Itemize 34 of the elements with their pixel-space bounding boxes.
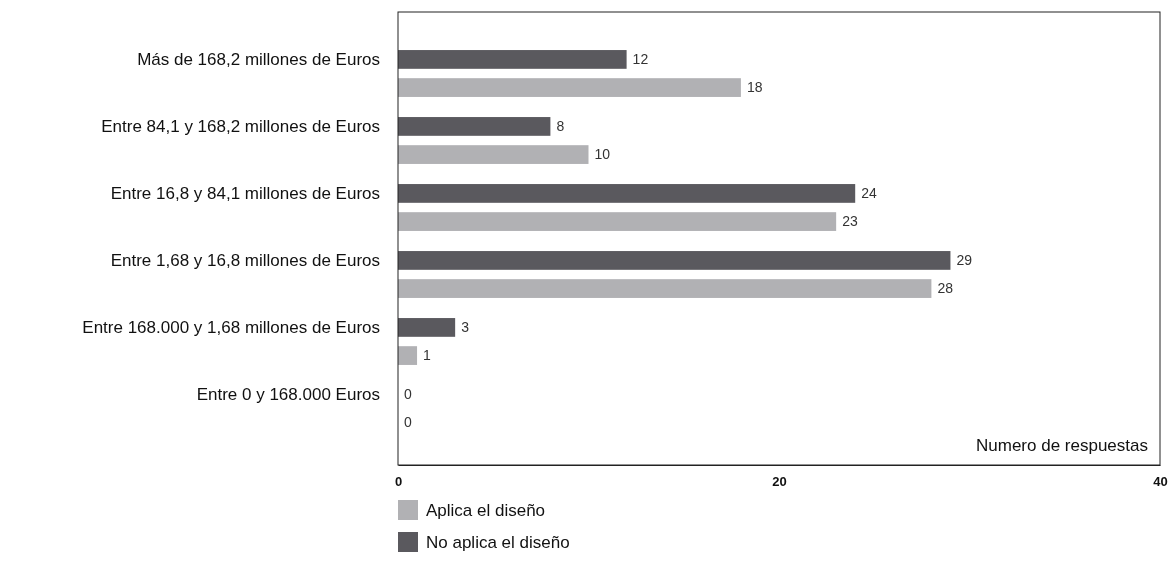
data-label: 28 [937, 280, 954, 297]
bar [398, 184, 856, 203]
legend-label: Aplica el diseño [426, 500, 546, 520]
legend-label: No aplica el diseño [426, 532, 570, 552]
data-label: 10 [594, 146, 611, 163]
y-tick-label: Entre 0 y 168.000 Euros [196, 385, 380, 405]
x-axis-title: Numero de respuestas [976, 436, 1148, 455]
x-tick-label: 0 [394, 474, 403, 490]
bar [398, 50, 627, 69]
data-label: 12 [632, 51, 649, 68]
bar [398, 346, 418, 365]
y-tick-label: Entre 16,8 y 84,1 millones de Euros [110, 184, 380, 204]
x-tick-label: 20 [772, 474, 787, 490]
data-label: 1 [423, 347, 432, 364]
data-label: 8 [556, 118, 565, 135]
y-tick-label: Entre 168.000 y 1,68 millones de Euros [82, 318, 380, 338]
data-label: 3 [461, 319, 470, 336]
data-label: 29 [956, 252, 973, 269]
y-tick-label: Entre 84,1 y 168,2 millones de Euros [101, 117, 380, 137]
data-label: 0 [404, 414, 412, 431]
bar [398, 145, 589, 164]
bar [398, 117, 551, 136]
bar [398, 212, 837, 231]
y-tick-label: Entre 1,68 y 16,8 millones de Euros [110, 251, 380, 271]
bar [398, 318, 456, 337]
data-label: 23 [842, 213, 858, 230]
data-label: 0 [404, 386, 412, 403]
data-label: 18 [746, 79, 763, 96]
bar [398, 251, 951, 270]
data-label: 24 [861, 185, 877, 202]
y-tick-label: Más de 168,2 millones de Euros [137, 50, 380, 70]
x-tick-label: 40 [1153, 474, 1168, 490]
bar [398, 78, 741, 97]
bar [398, 279, 932, 298]
